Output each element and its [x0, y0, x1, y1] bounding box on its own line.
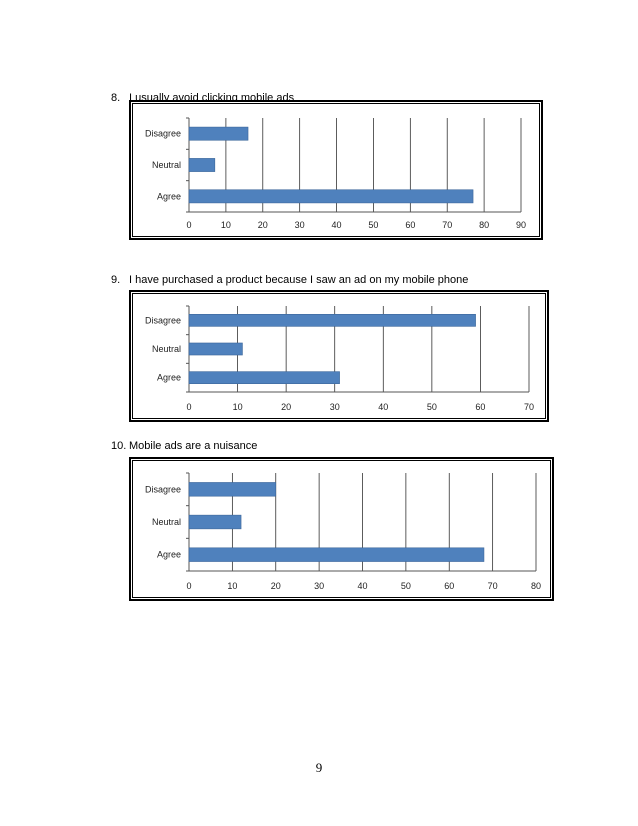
question-9-number: 9.	[111, 274, 121, 286]
x-tick-label-40: 40	[332, 220, 342, 230]
x-tick-label-20: 20	[271, 581, 281, 591]
question-10-text: Mobile ads are a nuisance	[129, 440, 258, 452]
category-label-disagree: Disagree	[145, 315, 181, 325]
x-tick-label-0: 0	[186, 402, 191, 412]
bar-agree	[188, 189, 474, 204]
category-label-neutral: Neutral	[152, 517, 181, 527]
x-tick-label-90: 90	[516, 220, 526, 230]
question-10-number: 10.	[111, 440, 127, 452]
chart-question-10: Disagree Neutral Agree 0 10 20 30 40 50 60 70 80	[129, 457, 554, 601]
category-label-disagree: Disagree	[145, 484, 181, 494]
x-tick-label-70: 70	[442, 220, 452, 230]
category-label-neutral: Neutral	[152, 160, 181, 170]
category-label-agree: Agree	[157, 373, 181, 383]
category-label-disagree: Disagree	[145, 129, 181, 139]
x-tick-label-70: 70	[524, 402, 534, 412]
question-9-title: 9. I have purchased a product because I s…	[111, 274, 468, 286]
chart-question-9: Disagree Neutral Agree 0 10 20 30 40 50 60 70	[129, 290, 549, 422]
x-tick-label-10: 10	[221, 220, 231, 230]
bar-neutral	[188, 514, 242, 530]
x-tick-label-10: 10	[233, 402, 243, 412]
chart-question-10-svg: Disagree Neutral Agree 0 10 20 30 40 50 60 70 80	[145, 472, 541, 591]
x-tick-label-60: 60	[475, 402, 485, 412]
page-number: 9	[315, 760, 323, 775]
x-tick-label-40: 40	[357, 581, 367, 591]
x-tick-label-50: 50	[368, 220, 378, 230]
x-tick-label-60: 60	[444, 581, 454, 591]
chart-question-8: Disagree Neutral Agree 0 10 20 30 40 50 60 70 80 90	[129, 100, 543, 240]
x-tick-label-40: 40	[378, 402, 388, 412]
x-tick-label-20: 20	[281, 402, 291, 412]
bar-neutral	[188, 342, 243, 356]
x-tick-label-80: 80	[531, 581, 541, 591]
question-9-text: I have purchased a product because I saw…	[129, 274, 469, 286]
category-label-agree: Agree	[157, 191, 181, 201]
question-8-number: 8.	[111, 92, 121, 104]
x-tick-label-60: 60	[405, 220, 415, 230]
category-label-agree: Agree	[157, 550, 181, 560]
x-tick-label-30: 30	[295, 220, 305, 230]
x-tick-label-10: 10	[227, 581, 237, 591]
chart-question-8-svg: Disagree Neutral Agree 0 10 20 30 40 50 60 70 80 90	[145, 117, 526, 230]
x-tick-label-50: 50	[401, 581, 411, 591]
bar-disagree	[188, 314, 476, 327]
bar-neutral	[188, 158, 216, 172]
x-tick-label-50: 50	[427, 402, 437, 412]
bar-agree	[188, 371, 340, 384]
x-tick-label-70: 70	[488, 581, 498, 591]
x-tick-label-80: 80	[479, 220, 489, 230]
chart-question-9-svg: Disagree Neutral Agree 0 10 20 30 40 50 60 70	[145, 305, 534, 412]
bar-disagree	[188, 482, 277, 497]
question-10-title: 10. Mobile ads are a nuisance	[111, 440, 257, 452]
bar-agree	[188, 547, 485, 562]
bar-disagree	[188, 126, 249, 141]
x-tick-label-30: 30	[314, 581, 324, 591]
x-tick-label-0: 0	[186, 220, 191, 230]
x-tick-label-20: 20	[258, 220, 268, 230]
x-tick-label-0: 0	[186, 581, 191, 591]
category-label-neutral: Neutral	[152, 344, 181, 354]
x-tick-label-30: 30	[330, 402, 340, 412]
